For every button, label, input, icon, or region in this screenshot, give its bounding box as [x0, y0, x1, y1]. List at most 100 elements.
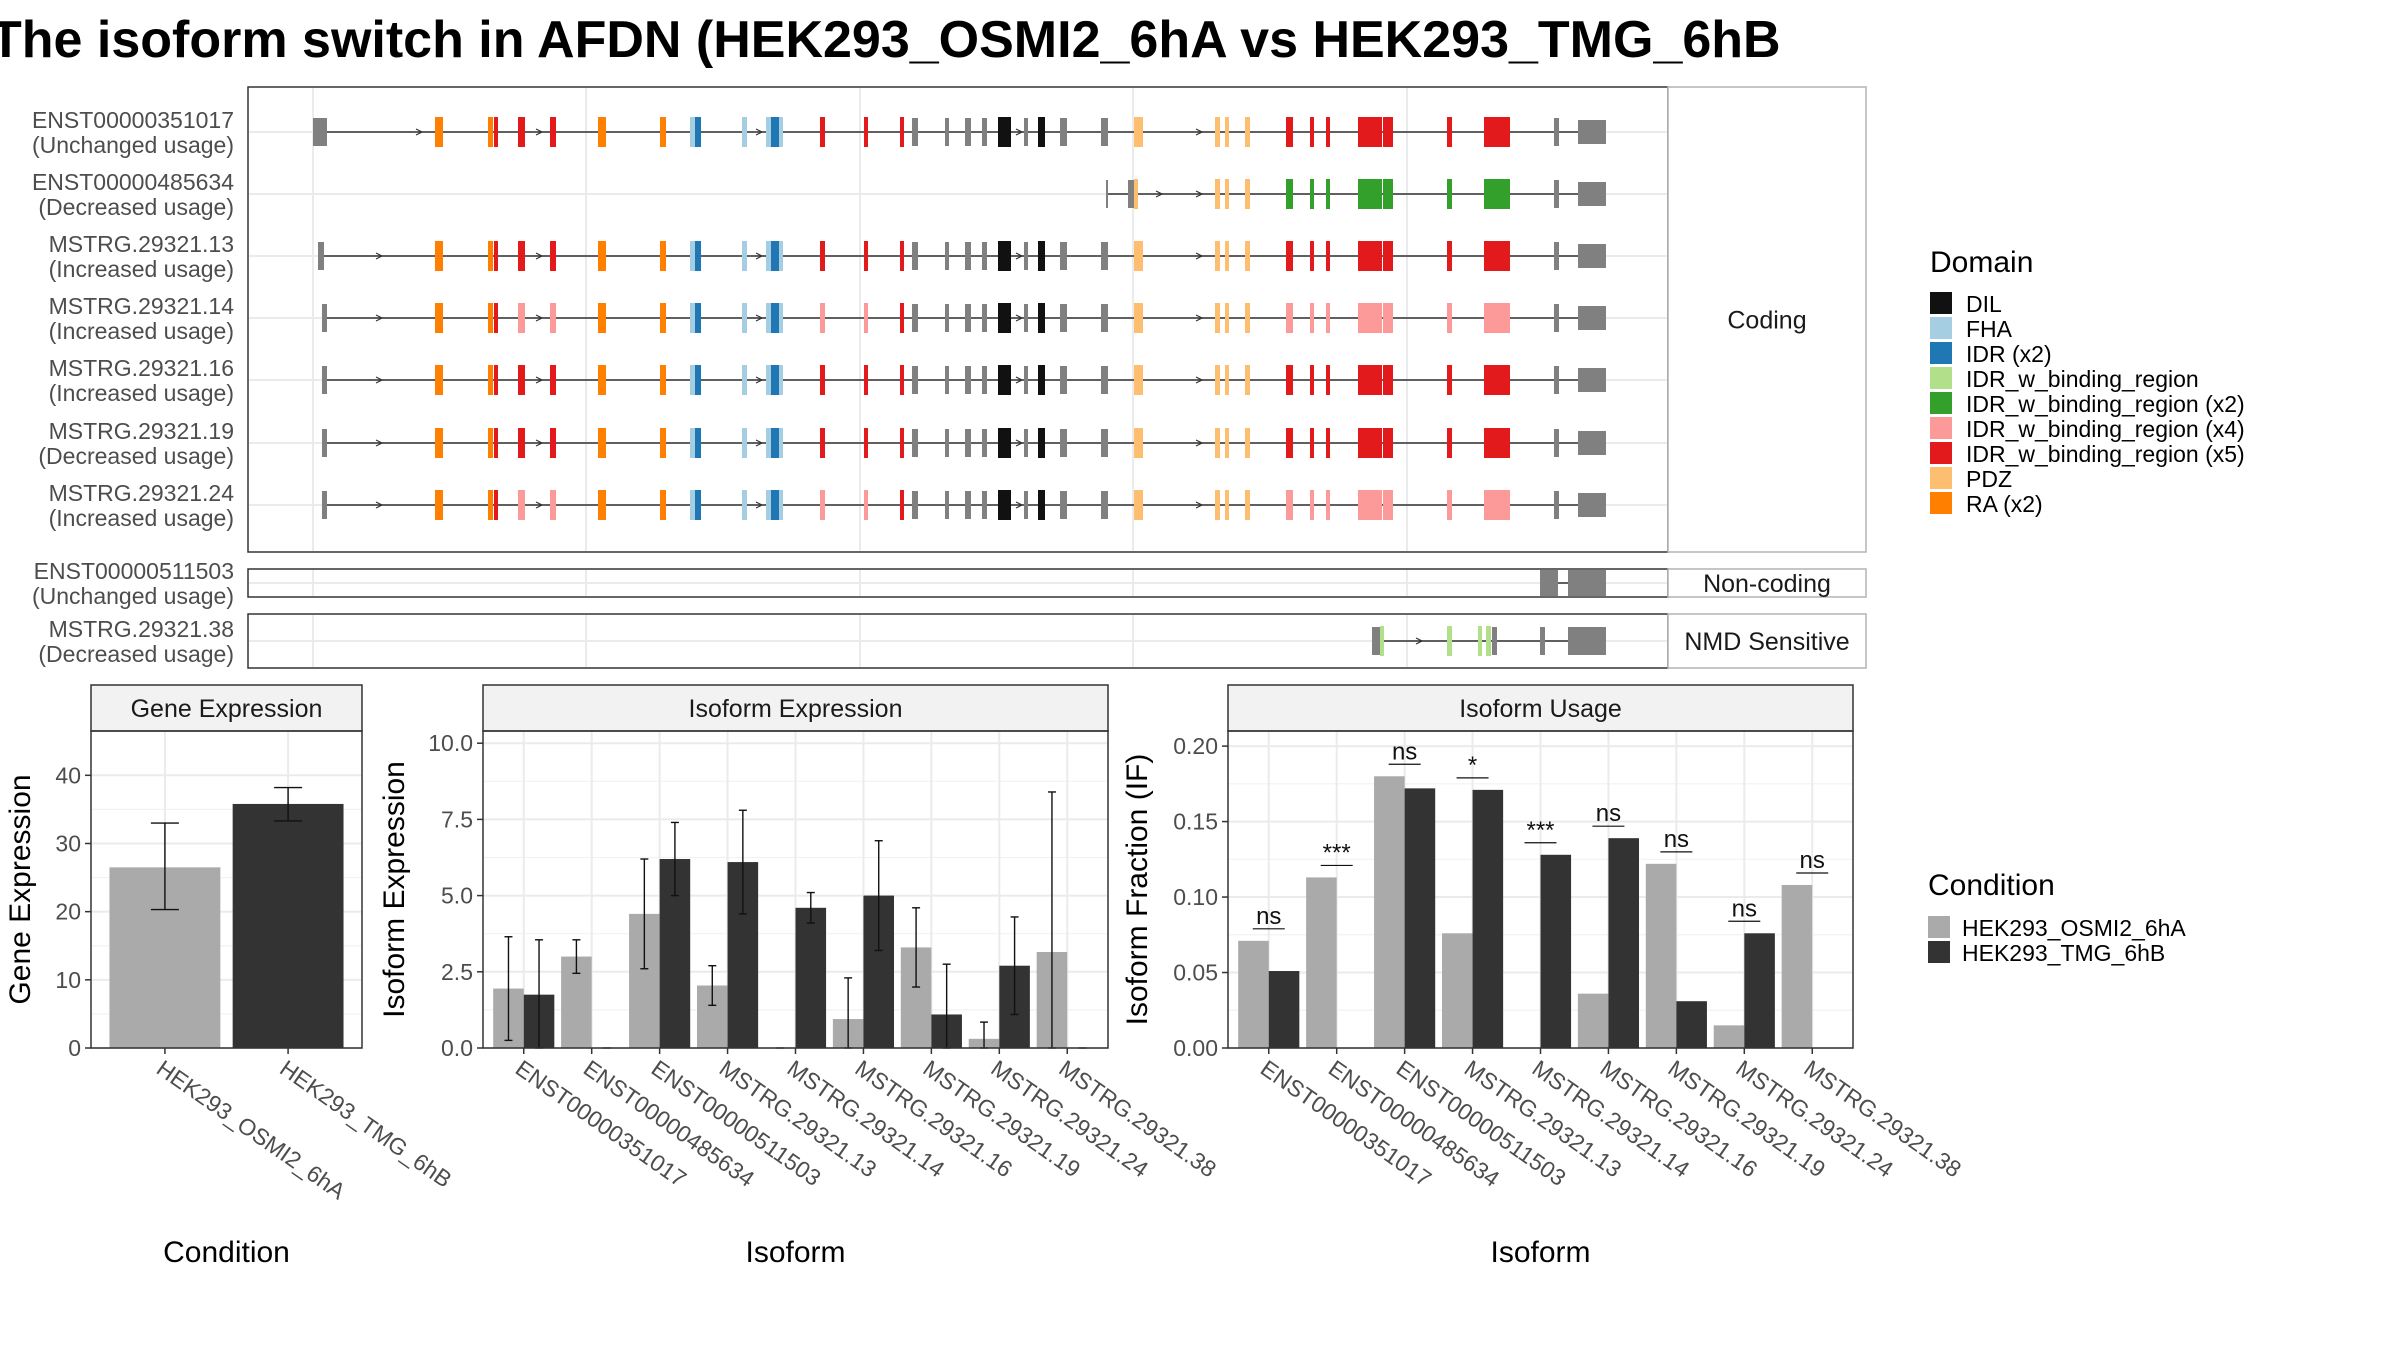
exon-segment [900, 303, 904, 333]
transcript-usage-label: (Increased usage) [49, 380, 234, 406]
exon-segment [1038, 490, 1045, 520]
y-tick-label: 0.20 [1173, 733, 1218, 759]
strand-arrow [375, 439, 384, 447]
exon-segment [1038, 365, 1045, 395]
exon-segment [1447, 303, 1452, 333]
significance-label: ns [1664, 826, 1689, 853]
y-tick-label: 30 [55, 830, 81, 856]
bar [1404, 788, 1436, 1048]
exon-segment [1101, 366, 1108, 394]
exon-segment [494, 241, 498, 271]
exon-segment [982, 491, 987, 519]
exon-segment [322, 304, 327, 332]
bar [795, 907, 827, 1048]
exon-segment [1225, 365, 1229, 395]
domain-legend-swatch [1930, 492, 1952, 514]
exon-segment [1245, 179, 1250, 209]
transcript-id-label: ENST00000485634 [32, 169, 234, 195]
utr-segment [1578, 120, 1606, 144]
exon-segment [965, 491, 971, 519]
exon-segment [660, 490, 666, 520]
exon-segment [1383, 179, 1393, 209]
exon-segment [1060, 304, 1067, 332]
domain-legend-swatch [1930, 367, 1952, 389]
strip-label: Non-coding [1703, 570, 1831, 598]
strand-arrow [1015, 501, 1024, 509]
exon-segment [323, 118, 327, 146]
exon-segment [1215, 241, 1220, 271]
exon-segment [1245, 303, 1250, 333]
exon-segment [1215, 303, 1220, 333]
strip-label: NMD Sensitive [1684, 628, 1849, 656]
y-tick-label: 2.5 [441, 959, 473, 985]
condition-legend-label: HEK293_TMG_6hB [1962, 940, 2165, 966]
exon-segment [1060, 366, 1067, 394]
condition-legend-title: Condition [1928, 869, 2055, 902]
exon-segment [1134, 490, 1143, 520]
exon-segment [598, 428, 606, 458]
exon-segment [1326, 303, 1330, 333]
exon-segment [435, 490, 443, 520]
domain-legend-swatch [1930, 442, 1952, 464]
strand-arrow [755, 501, 764, 509]
exon-segment [742, 241, 747, 271]
exon-segment [1358, 428, 1382, 458]
exon-segment [598, 241, 606, 271]
exon-segment [1310, 490, 1314, 520]
x-axis-title: Isoform [1490, 1236, 1590, 1269]
exon-segment [494, 428, 498, 458]
y-tick-label: 0 [68, 1035, 81, 1061]
exon-segment [742, 117, 747, 147]
exon-segment [1358, 179, 1382, 209]
panel-title: Isoform Usage [1459, 695, 1622, 723]
exon-segment [1134, 241, 1143, 271]
exon-segment [982, 366, 987, 394]
exon-segment [1484, 179, 1506, 209]
significance-label: ns [1256, 903, 1281, 930]
exon-segment [550, 241, 556, 271]
exon-segment [1134, 428, 1143, 458]
exon-segment [1383, 117, 1393, 147]
exon-segment [1372, 627, 1380, 655]
exon-segment [1286, 241, 1293, 271]
exon-segment [1326, 490, 1330, 520]
exon-segment [1006, 117, 1011, 147]
exon-segment [1101, 118, 1108, 146]
exon-segment [1106, 180, 1108, 208]
exon-segment [864, 241, 868, 271]
exon-segment [695, 490, 701, 520]
exon-segment [912, 242, 918, 270]
exon-segment [1504, 179, 1510, 209]
exon-segment [945, 429, 949, 457]
exon-segment [912, 429, 918, 457]
exon-segment [742, 428, 747, 458]
bar [1713, 1025, 1745, 1048]
exon-segment [1447, 490, 1452, 520]
strip-label-box [1667, 86, 1867, 553]
bar [1781, 884, 1813, 1048]
transcript-id-label: MSTRG.29321.24 [49, 480, 235, 506]
exon-segment [435, 241, 443, 271]
exon-segment [1225, 303, 1229, 333]
exon-segment [864, 117, 868, 147]
exon-segment [1484, 117, 1506, 147]
exon-segment [1383, 241, 1393, 271]
exon-segment [1540, 570, 1558, 596]
exon-segment [690, 303, 695, 333]
exon-segment [1383, 365, 1393, 395]
transcript-usage-label: (Decreased usage) [38, 641, 234, 667]
exon-segment [1504, 365, 1510, 395]
exon-segment [1245, 428, 1250, 458]
exon-segment [771, 428, 779, 458]
domain-legend-label: DIL [1966, 291, 2002, 317]
exon-segment [766, 117, 771, 147]
exon-segment [912, 304, 918, 332]
exon-segment [1038, 428, 1045, 458]
y-tick-label: 5.0 [441, 883, 473, 909]
exon-segment [742, 365, 747, 395]
exon-segment [488, 117, 493, 147]
exon-segment [1447, 117, 1452, 147]
exon-segment [1215, 428, 1220, 458]
exon-segment [1215, 117, 1220, 147]
